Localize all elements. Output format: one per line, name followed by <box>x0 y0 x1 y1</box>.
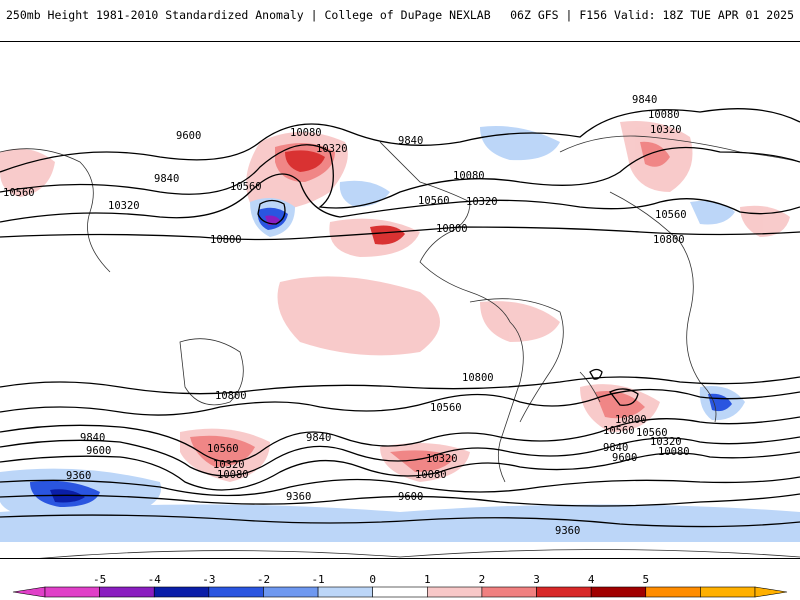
contour-label: 10800 <box>615 414 647 426</box>
contour-label: 10560 <box>207 443 239 455</box>
contour-label: 10560 <box>655 209 687 221</box>
contour-label: 9840 <box>154 173 179 185</box>
colorbar-segment <box>536 586 592 598</box>
contour-label: 10320 <box>650 124 682 136</box>
contour-label: 9600 <box>398 491 423 503</box>
colorbar-segment <box>263 586 319 598</box>
colorbar-segment <box>372 586 428 598</box>
contour-label: 10800 <box>653 234 685 246</box>
colorbar-tick-label: 3 <box>533 573 540 586</box>
colorbar-segment <box>427 586 483 598</box>
contour-label: 9840 <box>632 94 657 106</box>
colorbar-segment <box>44 586 100 598</box>
contour-label: 10080 <box>648 109 680 121</box>
colorbar: -5 -4 -3 -2 -1 0 1 2 3 4 5 <box>0 570 800 600</box>
contour-label: 10320 <box>466 196 498 208</box>
colorbar-right-arrow <box>754 586 788 598</box>
contour-label: 9840 <box>80 432 105 444</box>
colorbar-tick-label: 0 <box>369 573 376 586</box>
colorbar-segment <box>153 586 210 598</box>
contour-label: 10800 <box>215 390 247 402</box>
negative-anomaly-shading <box>0 126 800 542</box>
colorbar-tick-label: 2 <box>479 573 486 586</box>
positive-anomaly-shading <box>0 121 790 482</box>
contour-label: 9840 <box>603 442 628 454</box>
contour-label: 9360 <box>555 525 580 537</box>
contour-label: 10800 <box>462 372 494 384</box>
colorbar-tick-label: 5 <box>642 573 649 586</box>
contour-label: 10080 <box>290 127 322 139</box>
contour-label: 10560 <box>418 195 450 207</box>
coastlines <box>0 135 800 558</box>
contour-labels: 9840 10080 10320 10560 10320 9600 10800 … <box>3 94 690 537</box>
contour-label: 10560 <box>3 187 35 199</box>
colorbar-tick-label: -5 <box>93 573 106 586</box>
height-contours <box>0 108 800 528</box>
contour-label: 9360 <box>286 491 311 503</box>
colorbar-tick-label: -4 <box>148 573 162 586</box>
colorbar-tick-label: 4 <box>588 573 595 586</box>
colorbar-segment <box>317 586 373 598</box>
contour-label: 10080 <box>453 170 485 182</box>
contour-label: 9360 <box>66 470 91 482</box>
colorbar-tick-label: 1 <box>424 573 431 586</box>
colorbar-segment <box>700 586 756 598</box>
contour-label: 10320 <box>426 453 458 465</box>
contour-label: 10320 <box>108 200 140 212</box>
colorbar-segment <box>99 586 155 598</box>
contour-label: 10080 <box>658 446 690 458</box>
contour-label: 10320 <box>316 143 348 155</box>
contour-label: 10800 <box>210 234 242 246</box>
contour-label: 10320 <box>213 459 245 471</box>
contour-label: 10080 <box>415 469 447 481</box>
colorbar-segment <box>590 586 647 598</box>
contour-label: 10560 <box>603 425 635 437</box>
contour-label: 10320 <box>650 436 682 448</box>
contour-label: 10560 <box>636 427 668 439</box>
model-run-info: 06Z GFS | F156 Valid: 18Z TUE APR 01 202… <box>510 8 794 22</box>
contour-label: 9600 <box>176 130 201 142</box>
contour-label: 9600 <box>612 452 637 464</box>
colorbar-segment <box>481 586 537 598</box>
colorbar-segment <box>645 586 701 598</box>
map-title: 250mb Height 1981-2010 Standardized Anom… <box>6 8 491 22</box>
colorbar-segment <box>208 586 264 598</box>
colorbar-tick-label: -2 <box>257 573 270 586</box>
contour-label: 9840 <box>398 135 423 147</box>
contour-label: 10800 <box>436 223 468 235</box>
contour-label: 9840 <box>306 432 331 444</box>
colorbar-tick-label: -3 <box>202 573 215 586</box>
contour-label: 10560 <box>430 402 462 414</box>
colorbar-left-arrow <box>12 586 46 598</box>
anomaly-map: 9840 10080 10320 10560 10320 9600 10800 … <box>0 41 800 559</box>
colorbar-tick-label: -1 <box>311 573 324 586</box>
contour-label: 10560 <box>230 181 262 193</box>
contour-label: 9600 <box>86 445 111 457</box>
contour-label: 10080 <box>217 469 249 481</box>
